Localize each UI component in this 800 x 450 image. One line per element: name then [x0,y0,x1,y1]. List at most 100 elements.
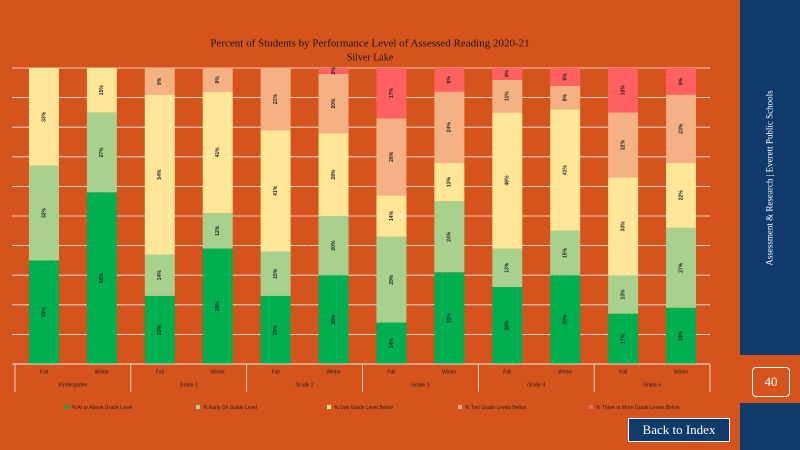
bar-segment [28,68,59,166]
legend-swatch [589,405,593,409]
bar-segment [260,130,291,252]
data-label: 27% [678,262,684,273]
legend-swatch [196,405,200,409]
data-label: 41% [273,185,279,196]
x-tick-label: Fall [40,369,48,375]
data-label: 4% [505,70,511,78]
bar-segment [434,162,465,202]
bar-segment [434,201,465,273]
data-label: 17% [389,88,395,99]
data-label: 35% [41,307,47,318]
data-label: 8% [563,93,569,101]
group-label: Grade 4 [527,382,545,388]
data-label: 6% [563,73,569,81]
data-label: 15% [563,247,569,258]
legend-swatch [327,405,331,409]
bar-segment [608,313,639,364]
bar-segment [144,94,175,255]
bar-segment [666,162,697,228]
data-label: 9% [157,77,163,85]
data-label: 58% [99,273,105,284]
data-label: 9% [678,77,684,85]
bar-segment [550,85,581,110]
x-tick-label: Fall [387,369,395,375]
bar-segment [202,68,233,92]
data-label: 30% [331,314,337,325]
data-label: 26% [505,320,511,331]
bar-segment [86,192,117,364]
data-label: 19% [678,330,684,341]
bar-segment [666,68,697,95]
data-label: 23% [678,123,684,134]
data-label: 41% [215,147,221,158]
bar-segment [492,248,523,288]
data-label: 15% [273,268,279,279]
bar-segment [376,68,407,119]
group-label: Grade 1 [180,382,198,388]
bar-segment [492,68,523,80]
back-button[interactable]: Back to Index [628,418,730,442]
bar-segment [550,68,581,86]
data-label: 20% [331,240,337,251]
x-tick-label: Winter [95,369,110,375]
bar-segment [318,68,349,74]
bar-segment [376,118,407,196]
x-tick-label: Winter [326,369,341,375]
data-label: 20% [331,98,337,109]
bar-segment [144,68,175,95]
legend-label: % Two Grade Levels Below [465,405,526,411]
x-tick-label: Winter [558,369,573,375]
data-label: 14% [389,210,395,221]
bar-segment [376,195,407,237]
data-label: 13% [620,289,626,300]
x-tick-label: Fall [156,369,164,375]
data-label: 13% [505,262,511,273]
bar-segment [608,275,639,314]
bar-segment [434,68,465,92]
bar-segment [550,275,581,364]
legend-label: % One Grade Level Below [334,405,393,411]
bar-segment [260,295,291,364]
x-tick-label: Fall [619,369,627,375]
data-label: 46% [505,175,511,186]
bar-segment [666,94,697,163]
bar-segment [260,68,291,131]
legend-label: % Three or More Grade Levels Below [596,405,680,411]
data-label: 41% [563,165,569,176]
bar-segment [608,177,639,276]
data-label: 31% [447,313,453,324]
group-label: Grade 2 [296,382,314,388]
sidebar [740,0,800,355]
bar-segment [434,91,465,163]
data-label: 22% [678,190,684,201]
bar-segment [666,307,697,364]
sidebar-text: Assessment & Research | Everett Public S… [765,89,775,266]
data-label: 11% [505,91,511,101]
bar-segment [260,251,291,296]
x-tick-label: Winter [442,369,457,375]
group-label: Kindergarten [59,382,88,388]
chart: Percent of Students by Performance Level… [12,38,711,411]
x-tick-label: Winter [674,369,689,375]
bar-segment [608,68,639,113]
group-label: Grade 5 [643,382,661,388]
page-number: 40 [752,367,790,397]
bar-segment [144,254,175,296]
sidebar-text-box: Assessment & Research | Everett Public S… [740,0,800,355]
bar-segment [550,109,581,231]
data-label: 54% [157,169,163,180]
legend-label: % Early On Grade Level [203,405,257,411]
bar-segment [492,79,523,113]
data-label: 32% [41,207,47,218]
legend-swatch [458,405,462,409]
bar-segment [608,112,639,178]
bar-segment [492,287,523,364]
bar-segment [86,68,117,113]
data-label: 33% [41,111,47,122]
data-label: 26% [389,151,395,162]
x-tick-label: Winter [210,369,225,375]
data-label: 29% [389,274,395,285]
x-tick-label: Fall [503,369,511,375]
bar-segment [28,260,59,364]
